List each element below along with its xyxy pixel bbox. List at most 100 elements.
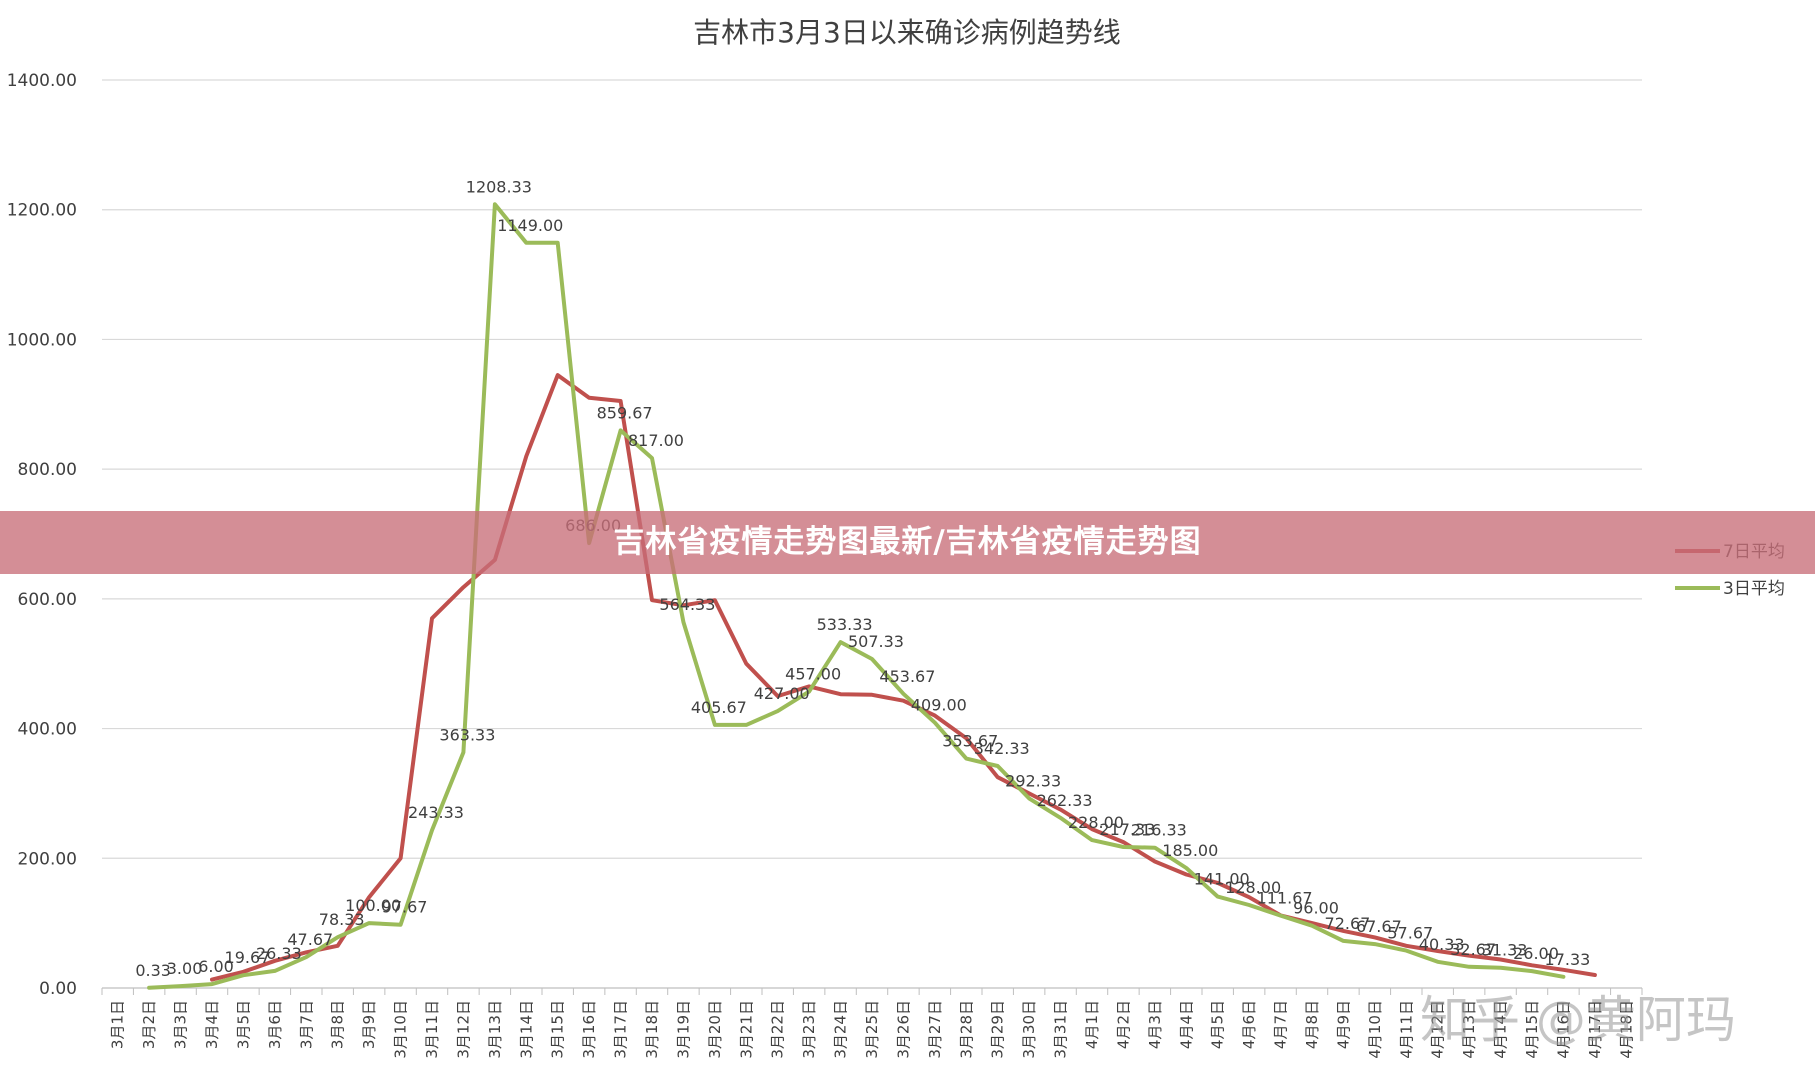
x-tick-label: 3月10日 [392, 1000, 410, 1059]
x-tick-label: 4月8日 [1303, 1000, 1321, 1049]
y-tick-label: 400.00 [18, 720, 77, 740]
series-line-7day [210, 373, 1597, 982]
data-label: 533.33 [817, 615, 873, 634]
x-tick-label: 3月20日 [706, 1000, 724, 1059]
x-tick-label: 4月2日 [1114, 1000, 1132, 1049]
data-label: 507.33 [848, 632, 904, 651]
data-label: 0.33 [135, 961, 171, 980]
data-label: 228.00 [1068, 813, 1124, 832]
data-label: 57.67 [1387, 924, 1433, 943]
x-tick-label: 3月25日 [863, 1000, 881, 1059]
y-tick-label: 1400.00 [7, 71, 77, 91]
data-label: 47.67 [287, 930, 333, 949]
data-label: 185.00 [1162, 841, 1218, 860]
x-tick-label: 3月6日 [266, 1000, 284, 1049]
y-tick-label: 1000.00 [7, 330, 77, 350]
x-tick-label: 3月29日 [989, 1000, 1007, 1059]
x-tick-label: 3月31日 [1052, 1000, 1070, 1059]
data-label: 6.00 [198, 957, 234, 976]
data-label: 40.33 [1419, 935, 1465, 954]
x-tick-label: 3月26日 [894, 1000, 912, 1059]
y-tick-label: 800.00 [18, 460, 77, 480]
x-axis-ticks: 3月1日 3月2日 3月3日 3月4日 3月5日 3月6日 3月7日 3月8日 3月9日 3月10… [101, 988, 1643, 1059]
series-line-3day [147, 202, 1566, 990]
data-label: 19.67 [225, 948, 271, 967]
data-label: 453.67 [879, 667, 935, 686]
data-label: 262.33 [1037, 791, 1093, 810]
x-tick-label: 3月23日 [800, 1000, 818, 1059]
data-label: 78.33 [319, 910, 365, 929]
x-tick-label: 3月3日 [172, 1000, 190, 1049]
x-tick-label: 4月1日 [1083, 1000, 1101, 1049]
x-tick-label: 3月2日 [140, 1000, 158, 1049]
x-tick-label: 3月17日 [612, 1000, 630, 1059]
data-label: 31.33 [1482, 941, 1528, 960]
x-tick-label: 4月12日 [1429, 1000, 1447, 1059]
y-tick-label: 0.00 [39, 979, 77, 999]
data-label: 817.00 [628, 431, 684, 450]
x-tick-label: 3月9日 [360, 1000, 378, 1049]
data-label: 363.33 [439, 725, 495, 744]
x-tick-label: 4月15日 [1523, 1000, 1541, 1059]
data-label: 96.00 [1293, 899, 1339, 918]
x-tick-label: 3月4日 [203, 1000, 221, 1049]
y-tick-label: 1200.00 [7, 201, 77, 221]
x-tick-label: 4月4日 [1177, 1000, 1195, 1049]
data-label: 427.00 [754, 684, 810, 703]
x-tick-label: 3月7日 [297, 1000, 315, 1049]
x-tick-label: 3月1日 [109, 1000, 127, 1049]
x-tick-label: 3月8日 [329, 1000, 347, 1049]
chart-title: 吉林市3月3日以来确诊病例趋势线 [693, 16, 1121, 49]
data-label: 111.67 [1257, 889, 1313, 908]
x-tick-label: 4月10日 [1366, 1000, 1384, 1059]
x-tick-label: 3月22日 [769, 1000, 787, 1059]
data-label: 128.00 [1225, 878, 1281, 897]
x-tick-label: 3月28日 [957, 1000, 975, 1059]
data-label: 292.33 [1005, 771, 1061, 790]
data-label: 243.33 [408, 803, 464, 822]
x-tick-label: 4月13日 [1460, 1000, 1478, 1059]
x-tick-label: 3月16日 [580, 1000, 598, 1059]
data-label: 100.00 [345, 896, 401, 915]
data-label: 217.33 [1099, 820, 1155, 839]
data-label: 17.33 [1545, 950, 1591, 969]
data-label: 32.67 [1450, 940, 1496, 959]
title-banner: 吉林省疫情走势图最新/吉林省疫情走势图 [0, 511, 1815, 574]
x-tick-label: 3月18日 [643, 1000, 661, 1059]
data-label: 97.67 [382, 898, 428, 917]
data-label: 405.67 [691, 698, 747, 717]
watermark: 知乎 @黄阿玛 [1420, 991, 1736, 1049]
data-label: 457.00 [785, 665, 841, 684]
data-label: 353.67 [942, 732, 998, 751]
x-tick-label: 4月16日 [1554, 1000, 1572, 1059]
x-tick-label: 4月17日 [1586, 1000, 1604, 1059]
data-label: 67.67 [1356, 917, 1402, 936]
series-lines [147, 202, 1597, 990]
x-tick-label: 4月9日 [1334, 1000, 1352, 1049]
data-label: 859.67 [597, 403, 653, 422]
y-axis-ticks: 0.00 200.00 400.00 600.00 800.00 1000.00 1200.… [7, 71, 77, 999]
data-label: 3.00 [167, 959, 203, 978]
grid-lines [102, 79, 1642, 989]
data-label: 216.33 [1131, 821, 1187, 840]
x-tick-label: 3月12日 [454, 1000, 472, 1059]
data-labels: 0.333.006.0019.6726.3347.6778.33100.0097… [135, 177, 1590, 979]
banner-title: 吉林省疫情走势图最新/吉林省疫情走势图 [613, 524, 1202, 560]
x-tick-label: 4月14日 [1492, 1000, 1510, 1059]
x-tick-label: 3月19日 [674, 1000, 692, 1059]
x-tick-label: 4月11日 [1397, 1000, 1415, 1059]
x-tick-label: 3月15日 [549, 1000, 567, 1059]
data-label: 26.00 [1513, 944, 1559, 963]
data-label: 342.33 [974, 739, 1030, 758]
data-label: 409.00 [911, 696, 967, 715]
y-tick-label: 200.00 [18, 849, 77, 869]
data-label: 141.00 [1194, 870, 1250, 889]
x-tick-label: 4月6日 [1240, 1000, 1258, 1049]
data-label: 26.33 [256, 944, 302, 963]
x-tick-label: 3月5日 [234, 1000, 252, 1049]
x-tick-label: 4月7日 [1272, 1000, 1290, 1049]
x-tick-label: 4月5日 [1209, 1000, 1227, 1049]
x-tick-label: 3月13日 [486, 1000, 504, 1059]
legend-label: 3日平均 [1723, 579, 1785, 599]
